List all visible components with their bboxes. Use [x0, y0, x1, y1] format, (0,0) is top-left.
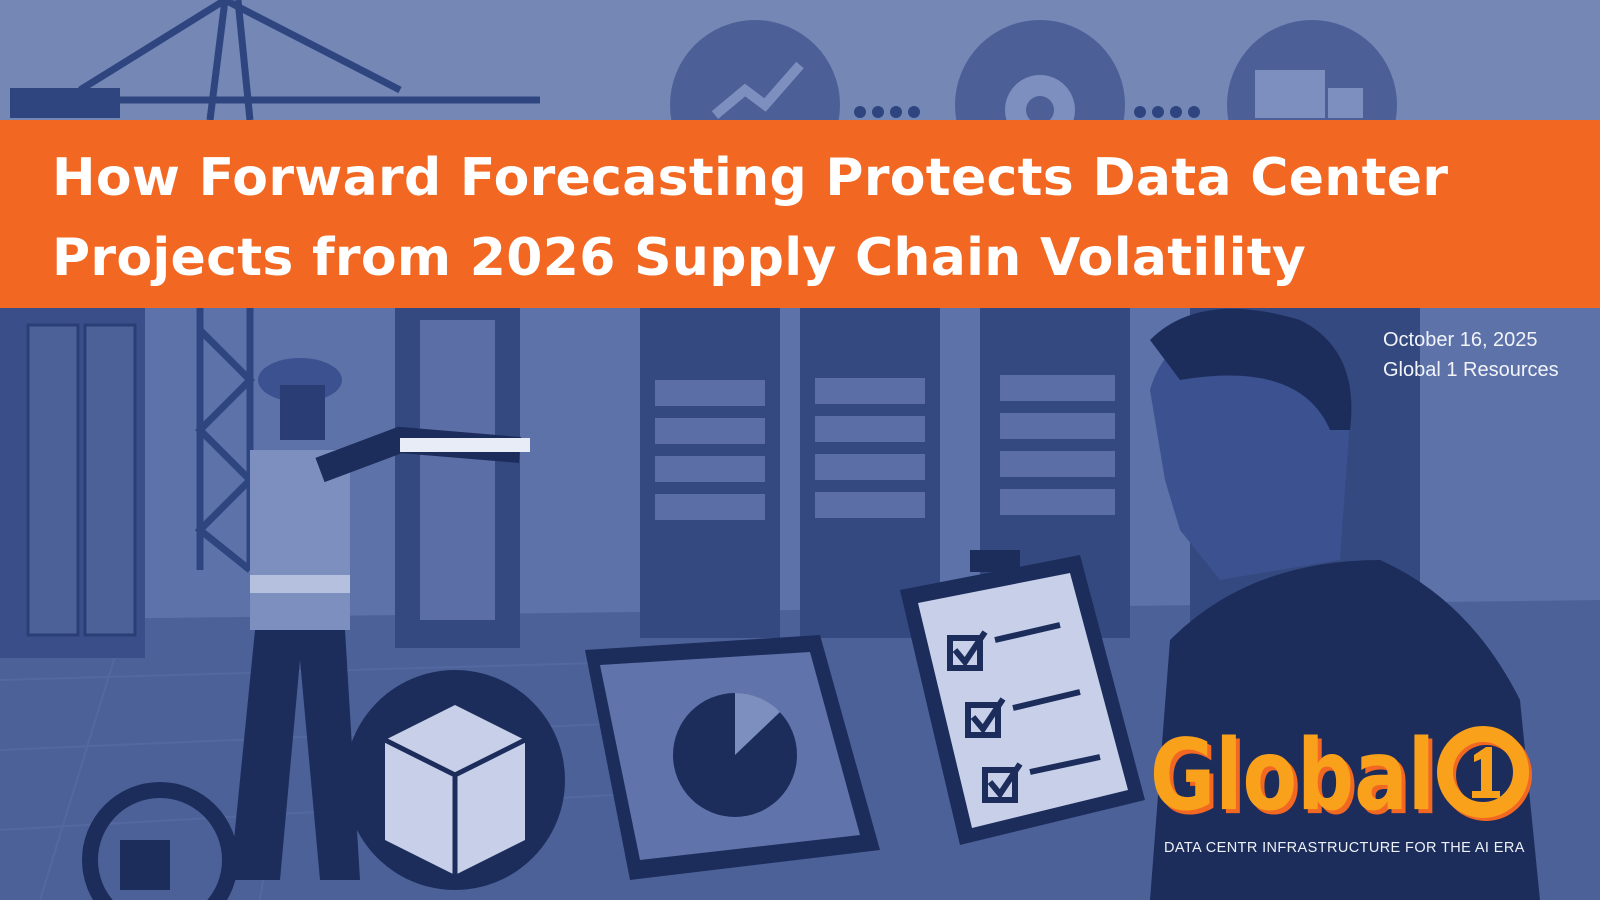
return-package-icon [82, 782, 238, 900]
clipboard-checklist-icon [900, 550, 1145, 845]
businessman-figure [1150, 308, 1540, 900]
package-icon [345, 670, 565, 890]
author-name: Global 1 Resources [1383, 359, 1559, 381]
worker-figure [230, 358, 530, 880]
global1-logo: Global [1150, 725, 1532, 833]
svg-text:Global: Global [1150, 725, 1435, 833]
post-meta: October 16, 2025 Global 1 Resources [1383, 325, 1559, 385]
title-line-2: Projects from 2026 Supply Chain Volatili… [52, 228, 1307, 288]
publish-date: October 16, 2025 [1383, 329, 1538, 351]
laptop-pie-chart-icon [585, 635, 880, 880]
brand-tagline: DATA CENTR INFRASTRUCTURE FOR THE AI ERA [1164, 840, 1525, 856]
page-title: How Forward Forecasting Protects Data Ce… [52, 138, 1552, 298]
title-line-1: How Forward Forecasting Protects Data Ce… [52, 148, 1449, 208]
title-banner [0, 120, 1600, 308]
